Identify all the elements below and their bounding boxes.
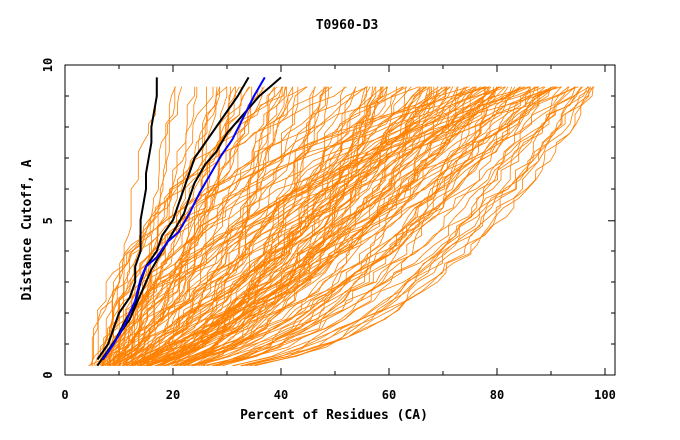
x-tick-label: 20 bbox=[166, 388, 180, 402]
model-curve bbox=[140, 86, 228, 366]
model-curve bbox=[163, 86, 582, 367]
model-curve bbox=[147, 86, 468, 367]
model-curve bbox=[146, 86, 367, 367]
x-axis-label: Percent of Residues (CA) bbox=[240, 408, 428, 423]
model-curve bbox=[216, 86, 448, 367]
model-curve bbox=[173, 86, 476, 367]
model-curve bbox=[119, 86, 231, 366]
x-tick-label: 100 bbox=[594, 388, 616, 402]
model-curve bbox=[148, 86, 582, 367]
model-curve bbox=[117, 86, 236, 367]
highlighted-curves bbox=[96, 76, 282, 367]
model-curve bbox=[106, 86, 333, 367]
model-curve bbox=[120, 86, 220, 366]
model-curve bbox=[180, 86, 521, 367]
model-curve bbox=[150, 86, 494, 367]
model-curve bbox=[159, 86, 326, 367]
model-curve bbox=[190, 86, 383, 367]
model-curve bbox=[91, 86, 327, 366]
model-curve bbox=[93, 86, 477, 366]
model-curve bbox=[183, 86, 345, 367]
model-curve bbox=[214, 86, 506, 367]
model-curve bbox=[117, 86, 157, 366]
model-curve bbox=[192, 86, 377, 367]
model-curve bbox=[176, 86, 299, 366]
model-curve bbox=[99, 86, 502, 366]
model-curve bbox=[91, 86, 485, 366]
model-curve bbox=[131, 86, 265, 366]
model-curve bbox=[136, 86, 376, 366]
model-curve bbox=[182, 86, 316, 367]
model-curve bbox=[108, 86, 404, 366]
model-curve bbox=[254, 86, 539, 367]
model-curve bbox=[174, 86, 435, 367]
model-curve bbox=[112, 86, 502, 366]
model-curve bbox=[109, 86, 183, 366]
model-curve bbox=[148, 86, 478, 367]
model-curve bbox=[130, 86, 439, 367]
model-curve bbox=[97, 86, 284, 366]
model-curve bbox=[102, 86, 420, 366]
y-tick-label: 0 bbox=[41, 371, 55, 378]
model-curve bbox=[106, 86, 485, 367]
model-curve bbox=[123, 86, 287, 366]
model-curve bbox=[202, 86, 397, 367]
model-curve bbox=[146, 86, 286, 367]
model-curve bbox=[131, 86, 583, 366]
model-curve bbox=[232, 86, 591, 367]
model-curves bbox=[88, 86, 595, 367]
model-curve bbox=[176, 86, 546, 367]
model-curve bbox=[126, 86, 458, 367]
x-tick-label: 0 bbox=[61, 388, 68, 402]
model-curve bbox=[213, 86, 467, 367]
model-curve bbox=[101, 86, 525, 366]
model-curve bbox=[233, 86, 589, 367]
model-curve bbox=[108, 86, 569, 367]
model-curve bbox=[241, 86, 500, 367]
y-tick-label: 5 bbox=[41, 217, 55, 224]
y-axis-label: Distance Cutoff, A bbox=[20, 159, 35, 300]
model-curve bbox=[134, 86, 446, 367]
model-curve bbox=[222, 86, 532, 367]
black-series-line bbox=[96, 77, 158, 361]
model-curve bbox=[154, 86, 357, 367]
model-curve bbox=[216, 86, 570, 367]
x-tick-label: 80 bbox=[490, 388, 504, 402]
model-curve bbox=[164, 86, 465, 367]
x-tick-label: 60 bbox=[382, 388, 396, 402]
model-curve bbox=[157, 86, 275, 367]
axes: 0 20 40 60 80 100 0 5 10 bbox=[41, 58, 616, 402]
model-curve bbox=[112, 86, 500, 367]
x-tick-label: 40 bbox=[274, 388, 288, 402]
chart-title: T0960-D3 bbox=[316, 18, 379, 33]
model-curve bbox=[180, 86, 316, 367]
model-curve bbox=[100, 86, 487, 366]
model-curve bbox=[203, 86, 459, 367]
y-tick-label: 10 bbox=[41, 58, 55, 72]
model-curve bbox=[249, 86, 576, 367]
plot-frame bbox=[64, 64, 616, 376]
blue-series-line bbox=[101, 76, 266, 361]
model-curve bbox=[142, 86, 366, 366]
model-curve bbox=[141, 86, 294, 367]
model-curve bbox=[103, 86, 287, 366]
model-curve bbox=[241, 86, 594, 367]
model-curve bbox=[211, 86, 490, 367]
model-curve bbox=[101, 86, 554, 366]
model-curve bbox=[156, 86, 576, 367]
model-curve bbox=[162, 86, 389, 367]
model-curve bbox=[193, 86, 388, 367]
